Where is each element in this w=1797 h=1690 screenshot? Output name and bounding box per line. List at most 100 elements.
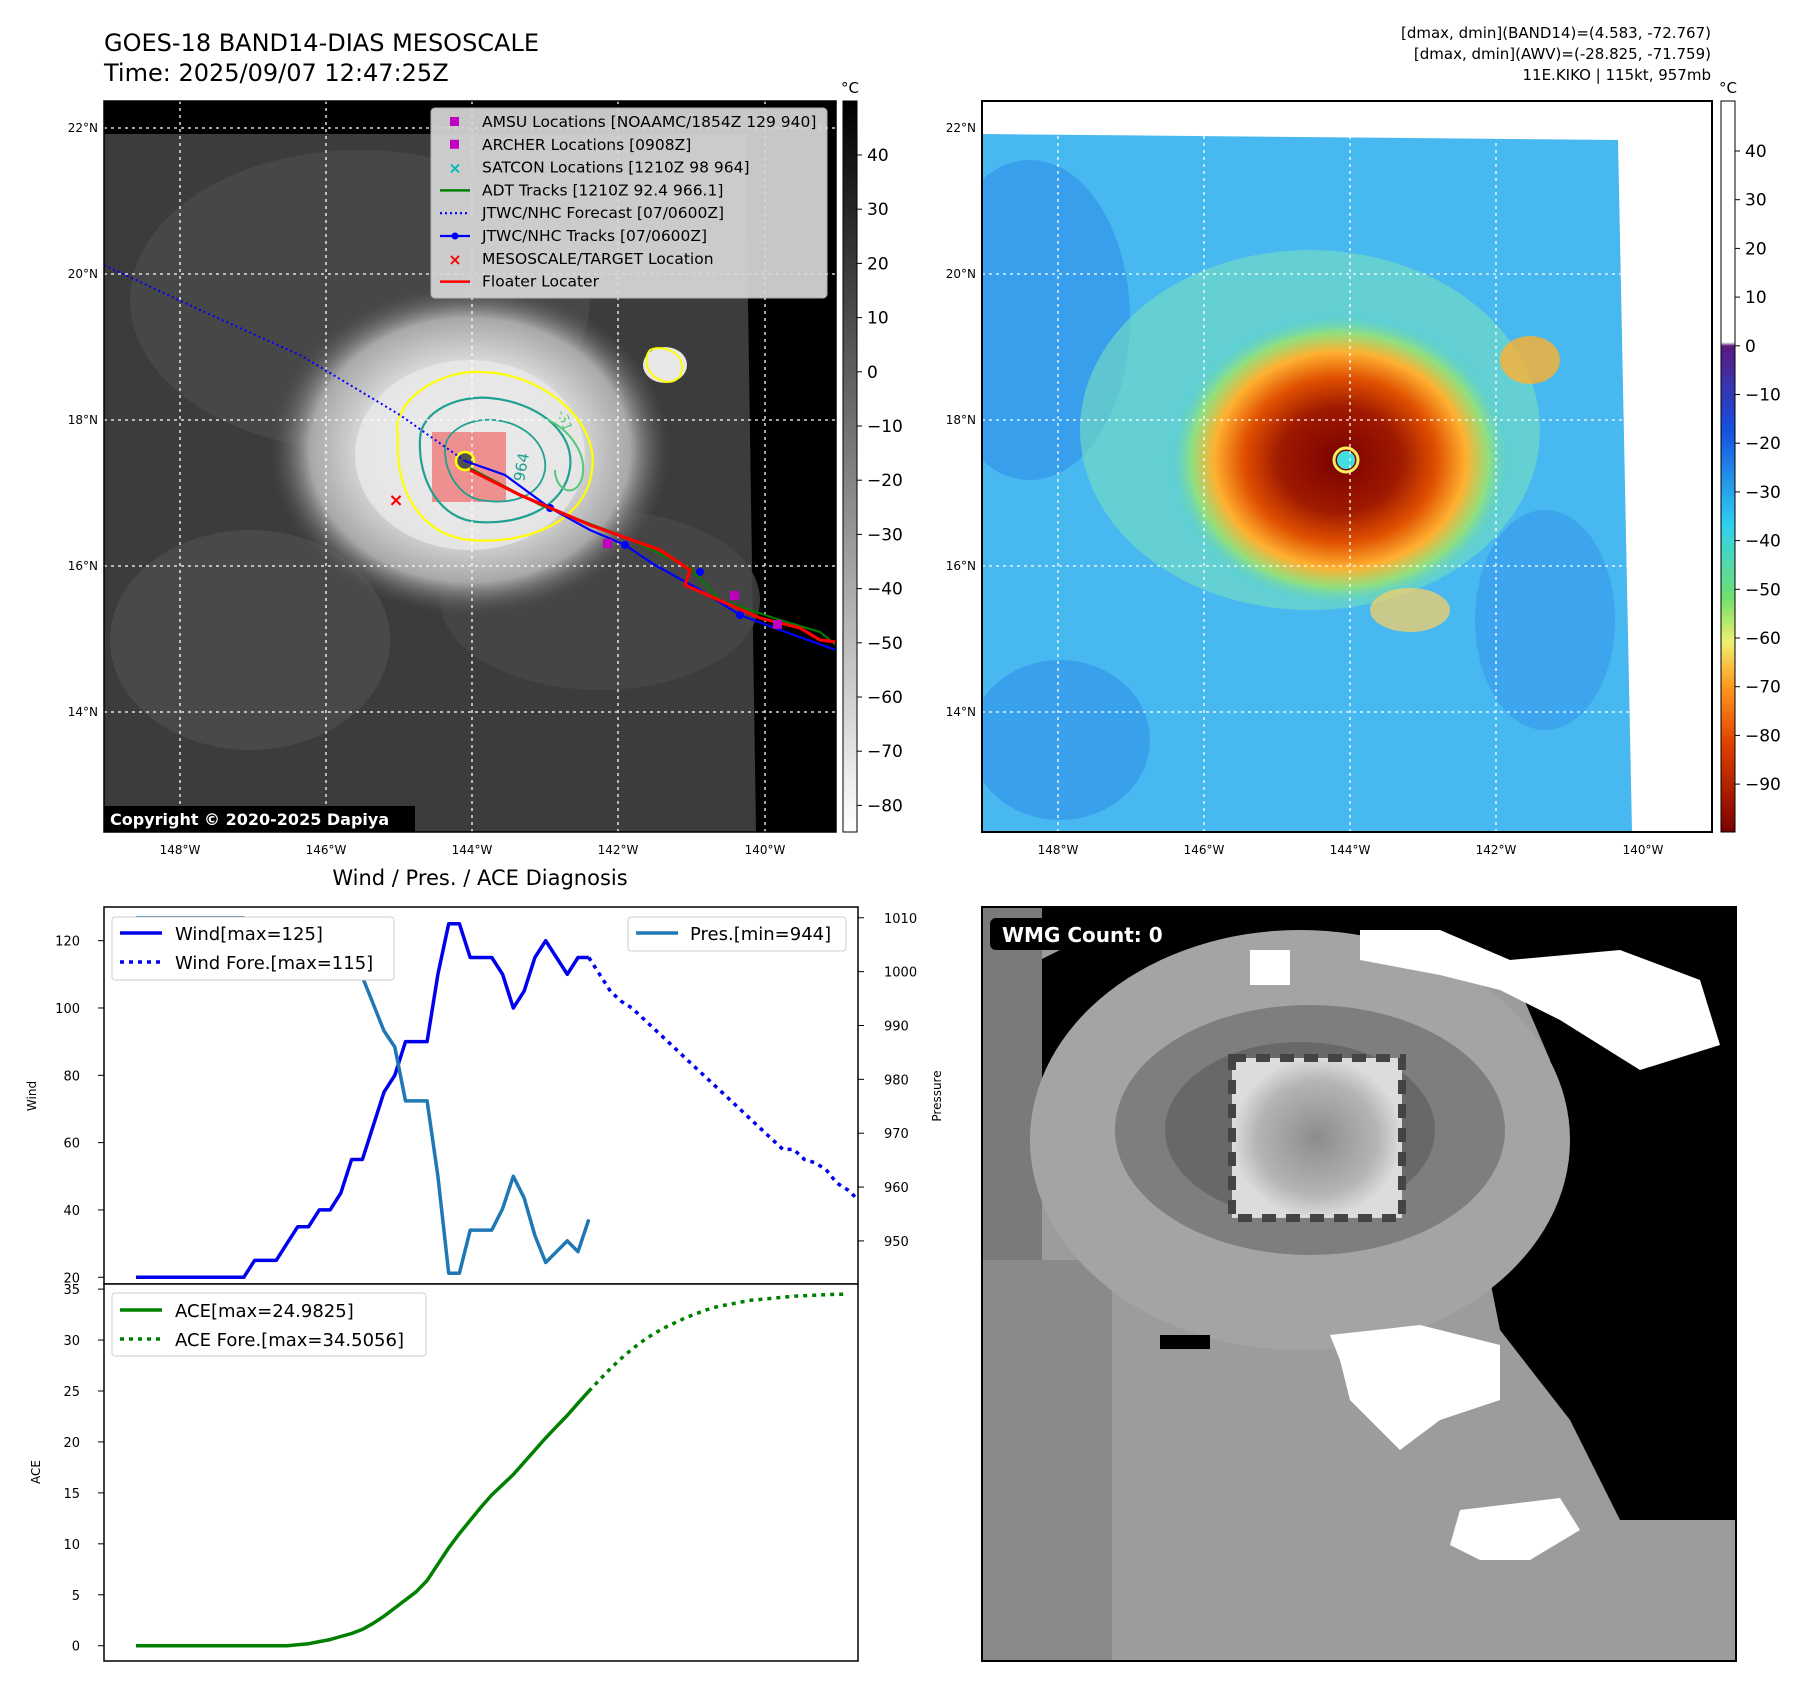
colorbar-tick-label: 40 bbox=[867, 146, 889, 166]
legend-x-icon: × bbox=[448, 159, 461, 178]
mesoscale-target-marker: × bbox=[388, 490, 403, 511]
wv-lon-label: 140°W bbox=[1623, 843, 1664, 857]
ir-lon-labels: 148°W 146°W 144°W 142°W 140°W bbox=[160, 843, 786, 857]
figure-title: GOES-18 BAND14-DIAS MESOSCALE bbox=[104, 29, 539, 57]
wind-tick-label: 60 bbox=[63, 1137, 80, 1152]
ace-axis-label: ACE bbox=[29, 1460, 43, 1484]
wv-lon-label: 144°W bbox=[1330, 843, 1371, 857]
wind-pressure-chart: Wind Pressure 20 40 60 80 100 120 950 960 970 980… bbox=[25, 906, 944, 1286]
ir-lat-label: 16°N bbox=[68, 559, 98, 573]
ace-tick-label: 20 bbox=[63, 1436, 80, 1451]
colorbar-tick-label: 30 bbox=[867, 200, 889, 220]
colorbar-tick-label: 10 bbox=[867, 309, 889, 329]
wv-lat-label: 16°N bbox=[946, 559, 976, 573]
ace-tick-label: 35 bbox=[63, 1283, 80, 1298]
copyright-text: Copyright © 2020-2025 Dapiya bbox=[110, 810, 389, 829]
wv-lon-label: 142°W bbox=[1476, 843, 1517, 857]
contour-eye bbox=[454, 450, 476, 472]
pressure-legend: Pres.[min=944] bbox=[627, 916, 847, 952]
contour-teal bbox=[418, 396, 572, 524]
colorbar-tick-label: 20 bbox=[1745, 239, 1767, 259]
wind-legend-label: Wind[max=125] bbox=[175, 924, 323, 945]
ace-legend-label: ACE[max=24.9825] bbox=[175, 1301, 354, 1322]
wv-lat-label: 14°N bbox=[946, 705, 976, 719]
legend-item-label: Floater Locater bbox=[482, 273, 600, 291]
pressure-tick-label: 970 bbox=[884, 1127, 909, 1142]
colorbar-tick-label: 40 bbox=[1745, 142, 1767, 162]
wv-lat-labels: 22°N 20°N 18°N 16°N 14°N bbox=[946, 121, 976, 719]
ir-legend: AMSU Locations [NOAAMC/1854Z 129 940] ARC… bbox=[430, 107, 828, 299]
copyright-box bbox=[104, 806, 415, 832]
colorbar-tick-label: −40 bbox=[867, 580, 903, 600]
diagnosis-title: Wind / Pres. / ACE Diagnosis bbox=[332, 866, 627, 890]
wmg-panel: WMG Count: 0 bbox=[981, 906, 1737, 1662]
forecast-track bbox=[103, 264, 466, 462]
ace-legend: ACE[max=24.9825] ACE Fore.[max=34.5056] bbox=[111, 1292, 427, 1357]
floater-track bbox=[469, 468, 837, 644]
colorbar-tick-label: 0 bbox=[867, 363, 878, 383]
ir-lon-label: 142°W bbox=[598, 843, 639, 857]
colorbar-tick-label: −70 bbox=[1745, 678, 1781, 698]
wv-lon-label: 146°W bbox=[1184, 843, 1225, 857]
ir-map: 964 -31 × AMSU Locations [NOAAMC/1854Z 1… bbox=[68, 79, 903, 857]
figure-time: Time: 2025/09/07 12:47:25Z bbox=[103, 59, 449, 87]
pressure-tick-label: 1010 bbox=[884, 912, 917, 927]
storm-id-line: 11E.KIKO | 115kt, 957mb bbox=[1522, 66, 1711, 84]
amsu-markers bbox=[603, 539, 782, 629]
colorbar-tick-label: −10 bbox=[1745, 386, 1781, 406]
colorbar-tick-label: −30 bbox=[1745, 483, 1781, 503]
ir-colorbar bbox=[842, 100, 858, 833]
wmg-count-label: WMG Count: 0 bbox=[1002, 923, 1163, 947]
wind-tick-label: 80 bbox=[63, 1069, 80, 1084]
ir-colorbar-unit: °C bbox=[841, 79, 859, 97]
ir-lat-label: 18°N bbox=[68, 413, 98, 427]
wv-lat-label: 18°N bbox=[946, 413, 976, 427]
legend-item-label: MESOSCALE/TARGET Location bbox=[482, 250, 714, 268]
ace-forecast-legend-label: ACE Fore.[max=34.5056] bbox=[175, 1330, 404, 1351]
pressure-tick-label: 1000 bbox=[884, 966, 917, 981]
legend-dot-icon bbox=[451, 232, 459, 240]
legend-item-label: JTWC/NHC Forecast [07/0600Z] bbox=[481, 204, 724, 222]
contour-yellow-outer bbox=[396, 370, 594, 542]
legend-item-label: ARCHER Locations [0908Z] bbox=[482, 136, 691, 154]
ir-lon-label: 144°W bbox=[452, 843, 493, 857]
colorbar-tick-label: 0 bbox=[1745, 337, 1756, 357]
colorbar-tick-label: −50 bbox=[867, 634, 903, 654]
pressure-tick-label: 980 bbox=[884, 1073, 909, 1088]
colorbar-tick-label: −30 bbox=[867, 525, 903, 545]
wind-axis-label: Wind bbox=[25, 1081, 39, 1111]
colorbar-tick-label: −90 bbox=[1745, 775, 1781, 795]
legend-square-icon bbox=[450, 117, 459, 126]
wv-lon-labels: 148°W 146°W 144°W 142°W 140°W bbox=[1038, 843, 1664, 857]
colorbar-tick-label: −50 bbox=[1745, 580, 1781, 600]
ace-tick-label: 0 bbox=[72, 1640, 80, 1655]
pressure-axis-label: Pressure bbox=[930, 1070, 944, 1121]
pressure-tick-label: 960 bbox=[884, 1181, 909, 1196]
colorbar-tick-label: 20 bbox=[867, 254, 889, 274]
ace-tick-label: 30 bbox=[63, 1334, 80, 1349]
wv-lon-label: 148°W bbox=[1038, 843, 1079, 857]
wind-tick-label: 100 bbox=[55, 1002, 80, 1017]
legend-item-label: JTWC/NHC Tracks [07/0600Z] bbox=[481, 227, 707, 245]
colorbar-tick-label: −70 bbox=[867, 742, 903, 762]
colorbar-tick-label: 10 bbox=[1745, 288, 1767, 308]
ace-line bbox=[136, 1390, 591, 1648]
ir-lat-label: 22°N bbox=[68, 121, 98, 135]
wv-lat-label: 20°N bbox=[946, 267, 976, 281]
pressure-legend-label: Pres.[min=944] bbox=[690, 924, 831, 945]
wind-tick-label: 120 bbox=[55, 935, 80, 950]
wv-gridlines bbox=[982, 101, 1712, 832]
wmg-count-box bbox=[990, 918, 1170, 950]
wv-colorbar-unit: °C bbox=[1719, 79, 1737, 97]
pressure-tick-label: 950 bbox=[884, 1235, 909, 1250]
colorbar-tick-label: −20 bbox=[1745, 434, 1781, 454]
colorbar-tick-label: −80 bbox=[867, 796, 903, 816]
colorbar-tick-label: −20 bbox=[867, 471, 903, 491]
stats-line-awv: [dmax, dmin](AWV)=(-28.825, -71.759) bbox=[1414, 45, 1711, 63]
wind-legend: Wind[max=125] Wind Fore.[max=115] bbox=[111, 916, 395, 981]
wv-map: 22°N 20°N 18°N 16°N 14°N 148°W 146°W 144°W 142°… bbox=[946, 79, 1781, 857]
colorbar-tick-label: −80 bbox=[1745, 726, 1781, 746]
ir-lat-label: 20°N bbox=[68, 267, 98, 281]
pressure-tick-label: 990 bbox=[884, 1019, 909, 1034]
